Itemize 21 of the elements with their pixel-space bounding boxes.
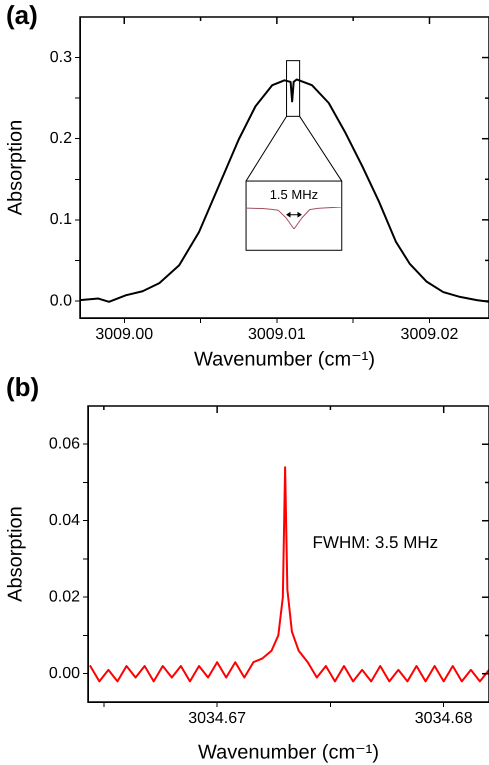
y-axis-title: Absorption [4,120,27,216]
y-tick-label: 0.02 [48,588,80,606]
y-tick-label: 0.2 [50,130,72,148]
x-axis-title: Wavenumber (cm⁻¹) [194,348,375,371]
x-tick-label: 3009.00 [95,326,154,344]
chart-title: (a) [6,0,38,31]
y-tick-label: 0.06 [48,436,80,453]
chart-title: (b) [6,372,40,403]
y-tick-label: 0.04 [48,512,80,530]
x-tick-label: 3009.01 [248,326,306,344]
annotation: FWHM: 3.5 MHz [312,533,438,554]
text: 1.5 MHz [270,187,318,202]
y-tick-label: 0.1 [50,211,72,228]
y-tick-label: 0.00 [48,665,80,682]
y-axis-title: Absorption [4,506,27,602]
x-tick-label: 3009.02 [400,326,458,344]
x-tick-label: 3034.68 [414,710,473,728]
y-tick-label: 0.0 [50,292,72,310]
x-axis-title: Wavenumber (cm⁻¹) [198,742,379,764]
y-tick-label: 0.3 [50,48,72,66]
x-tick-label: 3034.67 [188,710,246,728]
